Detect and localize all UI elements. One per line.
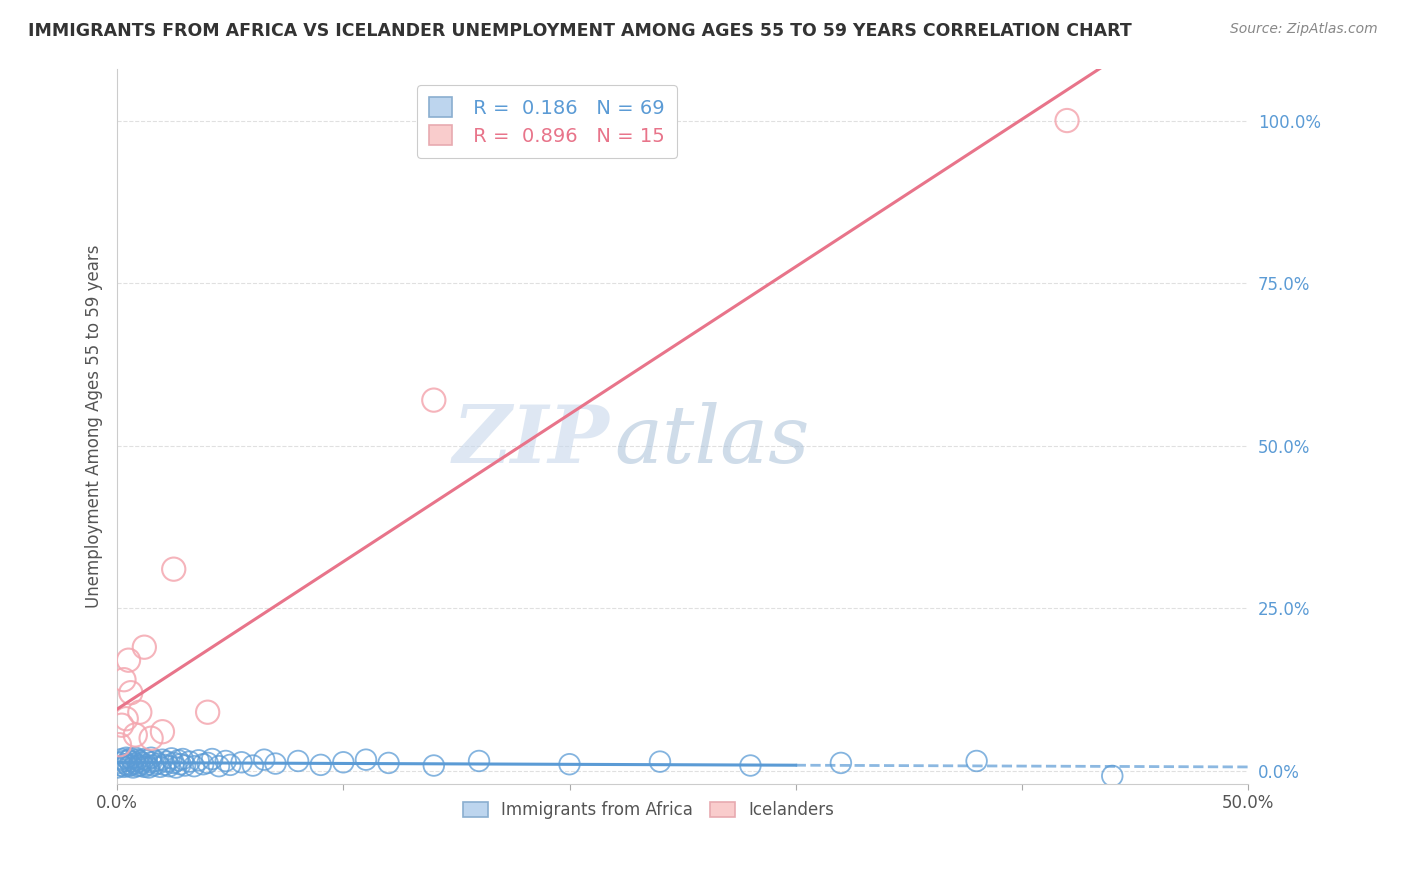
Point	[108, 738, 131, 752]
Point	[163, 756, 186, 770]
Point	[167, 753, 190, 767]
Point	[120, 751, 142, 765]
Point	[111, 718, 134, 732]
Point	[127, 753, 149, 767]
Point	[468, 754, 491, 768]
Point	[135, 757, 157, 772]
Point	[128, 754, 150, 768]
Y-axis label: Unemployment Among Ages 55 to 59 years: Unemployment Among Ages 55 to 59 years	[86, 244, 103, 607]
Point	[309, 757, 332, 772]
Point	[242, 758, 264, 772]
Point	[558, 757, 581, 772]
Point	[208, 759, 231, 773]
Point	[423, 393, 446, 408]
Point	[111, 758, 134, 772]
Point	[966, 754, 988, 768]
Point	[112, 673, 135, 687]
Point	[157, 759, 180, 773]
Point	[124, 756, 146, 771]
Point	[134, 640, 156, 655]
Point	[187, 753, 209, 767]
Point	[152, 724, 174, 739]
Point	[172, 752, 194, 766]
Point	[1056, 113, 1078, 128]
Point	[134, 752, 156, 766]
Point	[146, 756, 169, 771]
Point	[264, 756, 287, 771]
Point	[122, 755, 145, 769]
Point	[115, 750, 138, 764]
Point	[197, 756, 219, 770]
Point	[149, 760, 172, 774]
Point	[139, 756, 162, 770]
Point	[117, 753, 139, 767]
Point	[648, 755, 671, 769]
Point	[145, 754, 167, 768]
Point	[139, 750, 162, 764]
Point	[153, 757, 176, 772]
Point	[201, 752, 224, 766]
Point	[197, 705, 219, 719]
Point	[127, 759, 149, 773]
Point	[830, 756, 852, 770]
Point	[115, 757, 138, 772]
Point	[138, 760, 160, 774]
Point	[740, 758, 762, 772]
Point	[108, 756, 131, 770]
Text: atlas: atlas	[614, 401, 810, 479]
Point	[134, 760, 156, 774]
Point	[354, 753, 377, 767]
Point	[1101, 769, 1123, 783]
Point	[131, 756, 153, 770]
Point	[332, 756, 354, 770]
Point	[179, 755, 201, 769]
Point	[117, 759, 139, 773]
Point	[124, 750, 146, 764]
Point	[105, 760, 128, 774]
Point	[183, 759, 205, 773]
Point	[163, 562, 186, 576]
Point	[174, 758, 197, 772]
Point	[122, 760, 145, 774]
Point	[117, 653, 139, 667]
Point	[111, 752, 134, 766]
Point	[142, 758, 165, 772]
Point	[191, 757, 214, 772]
Point	[423, 758, 446, 772]
Point	[115, 712, 138, 726]
Point	[120, 757, 142, 772]
Legend: Immigrants from Africa, Icelanders: Immigrants from Africa, Icelanders	[457, 794, 841, 825]
Text: ZIP: ZIP	[453, 401, 609, 479]
Point	[124, 728, 146, 742]
Point	[287, 754, 309, 768]
Point	[377, 756, 399, 770]
Point	[215, 754, 238, 768]
Point	[112, 760, 135, 774]
Point	[169, 757, 191, 772]
Point	[160, 751, 183, 765]
Point	[128, 758, 150, 772]
Point	[253, 753, 276, 767]
Point	[120, 686, 142, 700]
Point	[112, 754, 135, 768]
Point	[165, 760, 187, 774]
Point	[219, 757, 242, 772]
Point	[139, 731, 162, 746]
Point	[231, 756, 253, 770]
Point	[156, 755, 179, 769]
Point	[135, 753, 157, 767]
Point	[152, 753, 174, 767]
Text: IMMIGRANTS FROM AFRICA VS ICELANDER UNEMPLOYMENT AMONG AGES 55 TO 59 YEARS CORRE: IMMIGRANTS FROM AFRICA VS ICELANDER UNEM…	[28, 22, 1132, 40]
Point	[128, 705, 150, 719]
Text: Source: ZipAtlas.com: Source: ZipAtlas.com	[1230, 22, 1378, 37]
